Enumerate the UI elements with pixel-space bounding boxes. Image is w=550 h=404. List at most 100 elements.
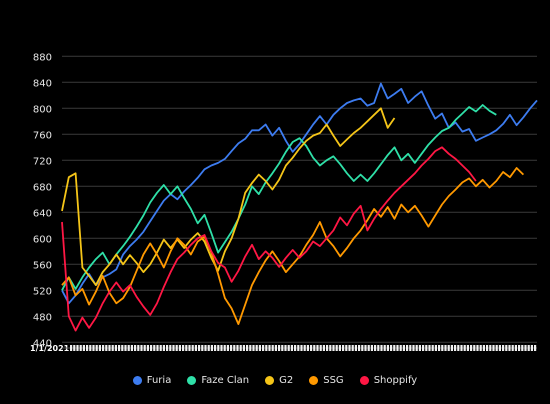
x-tick-mark xyxy=(361,345,364,351)
x-tick-mark xyxy=(466,345,469,351)
x-tick-mark xyxy=(130,345,133,351)
x-tick-mark xyxy=(530,345,533,351)
x-tick-mark xyxy=(156,345,159,351)
x-tick-mark xyxy=(172,345,175,351)
x-tick-mark xyxy=(425,345,428,351)
series-line-g2 xyxy=(61,107,396,287)
x-tick-mark xyxy=(431,345,434,351)
x-tick-mark xyxy=(127,345,130,351)
x-tick-mark xyxy=(316,345,319,351)
x-tick-mark xyxy=(444,345,447,351)
y-tick-label: 840 xyxy=(33,78,52,89)
y-tick-label: 640 xyxy=(33,208,52,219)
y-axis-tick-labels: 440 480 520 560 600 640 680 720 760 800 840 880 xyxy=(33,52,52,349)
x-tick-mark xyxy=(511,345,514,351)
x-tick-mark xyxy=(345,345,348,351)
x-tick-mark xyxy=(502,345,505,351)
x-tick-mark xyxy=(319,345,322,351)
x-tick-mark xyxy=(297,345,300,351)
legend-item-ssg[interactable]: SSG xyxy=(309,375,344,386)
legend-item-shoppify[interactable]: Shoppify xyxy=(359,375,417,386)
x-tick-mark xyxy=(422,345,425,351)
x-tick-mark xyxy=(265,345,268,351)
legend-marker xyxy=(132,375,142,385)
x-tick-mark xyxy=(284,345,287,351)
x-tick-mark xyxy=(377,345,380,351)
x-tick-mark xyxy=(252,345,255,351)
x-tick-mark xyxy=(460,345,463,351)
x-tick-mark xyxy=(185,345,188,351)
x-tick-mark xyxy=(514,345,517,351)
x-tick-mark xyxy=(383,345,386,351)
x-tick-mark xyxy=(92,345,95,351)
x-tick-mark xyxy=(310,345,313,351)
x-tick-mark xyxy=(463,345,466,351)
x-tick-mark xyxy=(364,345,367,351)
x-tick-mark xyxy=(73,345,76,351)
series-line-furia xyxy=(61,82,538,305)
series-lines xyxy=(61,82,538,332)
x-tick-mark xyxy=(281,345,284,351)
x-tick-mark xyxy=(434,345,437,351)
x-tick-mark xyxy=(242,345,245,351)
x-tick-mark xyxy=(98,345,101,351)
x-tick-mark xyxy=(274,345,277,351)
y-tick-label: 600 xyxy=(33,234,52,245)
legend-item-g2[interactable]: G2 xyxy=(265,375,293,386)
x-tick-mark xyxy=(198,345,201,351)
y-tick-label: 520 xyxy=(33,286,52,297)
x-tick-mark xyxy=(150,345,153,351)
x-tick-mark xyxy=(182,345,185,351)
x-tick-mark xyxy=(534,345,537,351)
legend-marker xyxy=(187,375,197,385)
x-tick-mark xyxy=(271,345,274,351)
legend-marker xyxy=(359,375,369,385)
chart-legend: Furia Faze Clan G2 SSG Shoppify xyxy=(0,372,550,388)
x-tick-mark xyxy=(124,345,127,351)
x-tick-mark xyxy=(105,345,108,351)
x-tick-mark xyxy=(428,345,431,351)
x-tick-mark xyxy=(188,345,191,351)
x-tick-mark xyxy=(82,345,85,351)
x-tick-mark xyxy=(374,345,377,351)
x-tick-mark xyxy=(476,345,479,351)
x-axis: 1/1/2021 xyxy=(30,344,537,353)
x-tick-mark xyxy=(230,345,233,351)
legend-item-faze-clan[interactable]: Faze Clan xyxy=(187,375,249,386)
x-tick-mark xyxy=(482,345,485,351)
x-tick-mark xyxy=(479,345,482,351)
x-tick-mark xyxy=(191,345,194,351)
legend-marker xyxy=(265,375,275,385)
x-tick-mark xyxy=(438,345,441,351)
x-tick-mark xyxy=(249,345,252,351)
x-tick-mark xyxy=(194,345,197,351)
x-tick-mark xyxy=(121,345,124,351)
x-tick-mark xyxy=(134,345,137,351)
x-tick-mark xyxy=(508,345,511,351)
legend-item-furia[interactable]: Furia xyxy=(132,375,171,386)
x-tick-mark xyxy=(498,345,501,351)
x-tick-mark xyxy=(262,345,265,351)
series-line-ssg xyxy=(61,167,525,326)
x-tick-mark xyxy=(367,345,370,351)
x-tick-mark xyxy=(495,345,498,351)
y-tick-label: 720 xyxy=(33,156,52,167)
x-tick-mark xyxy=(220,345,223,351)
x-tick-mark xyxy=(518,345,521,351)
y-tick-label: 800 xyxy=(33,104,52,115)
x-tick-mark xyxy=(255,345,258,351)
x-tick-mark xyxy=(95,345,98,351)
x-tick-mark xyxy=(201,345,204,351)
x-tick-mark xyxy=(524,345,527,351)
x-tick-mark xyxy=(79,345,82,351)
y-tick-label: 880 xyxy=(33,52,52,63)
x-tick-mark xyxy=(204,345,207,351)
x-tick-mark xyxy=(326,345,329,351)
x-tick-mark xyxy=(268,345,271,351)
x-tick-mark xyxy=(102,345,105,351)
x-tick-mark xyxy=(278,345,281,351)
x-tick-mark xyxy=(108,345,111,351)
x-tick-mark xyxy=(70,345,73,351)
